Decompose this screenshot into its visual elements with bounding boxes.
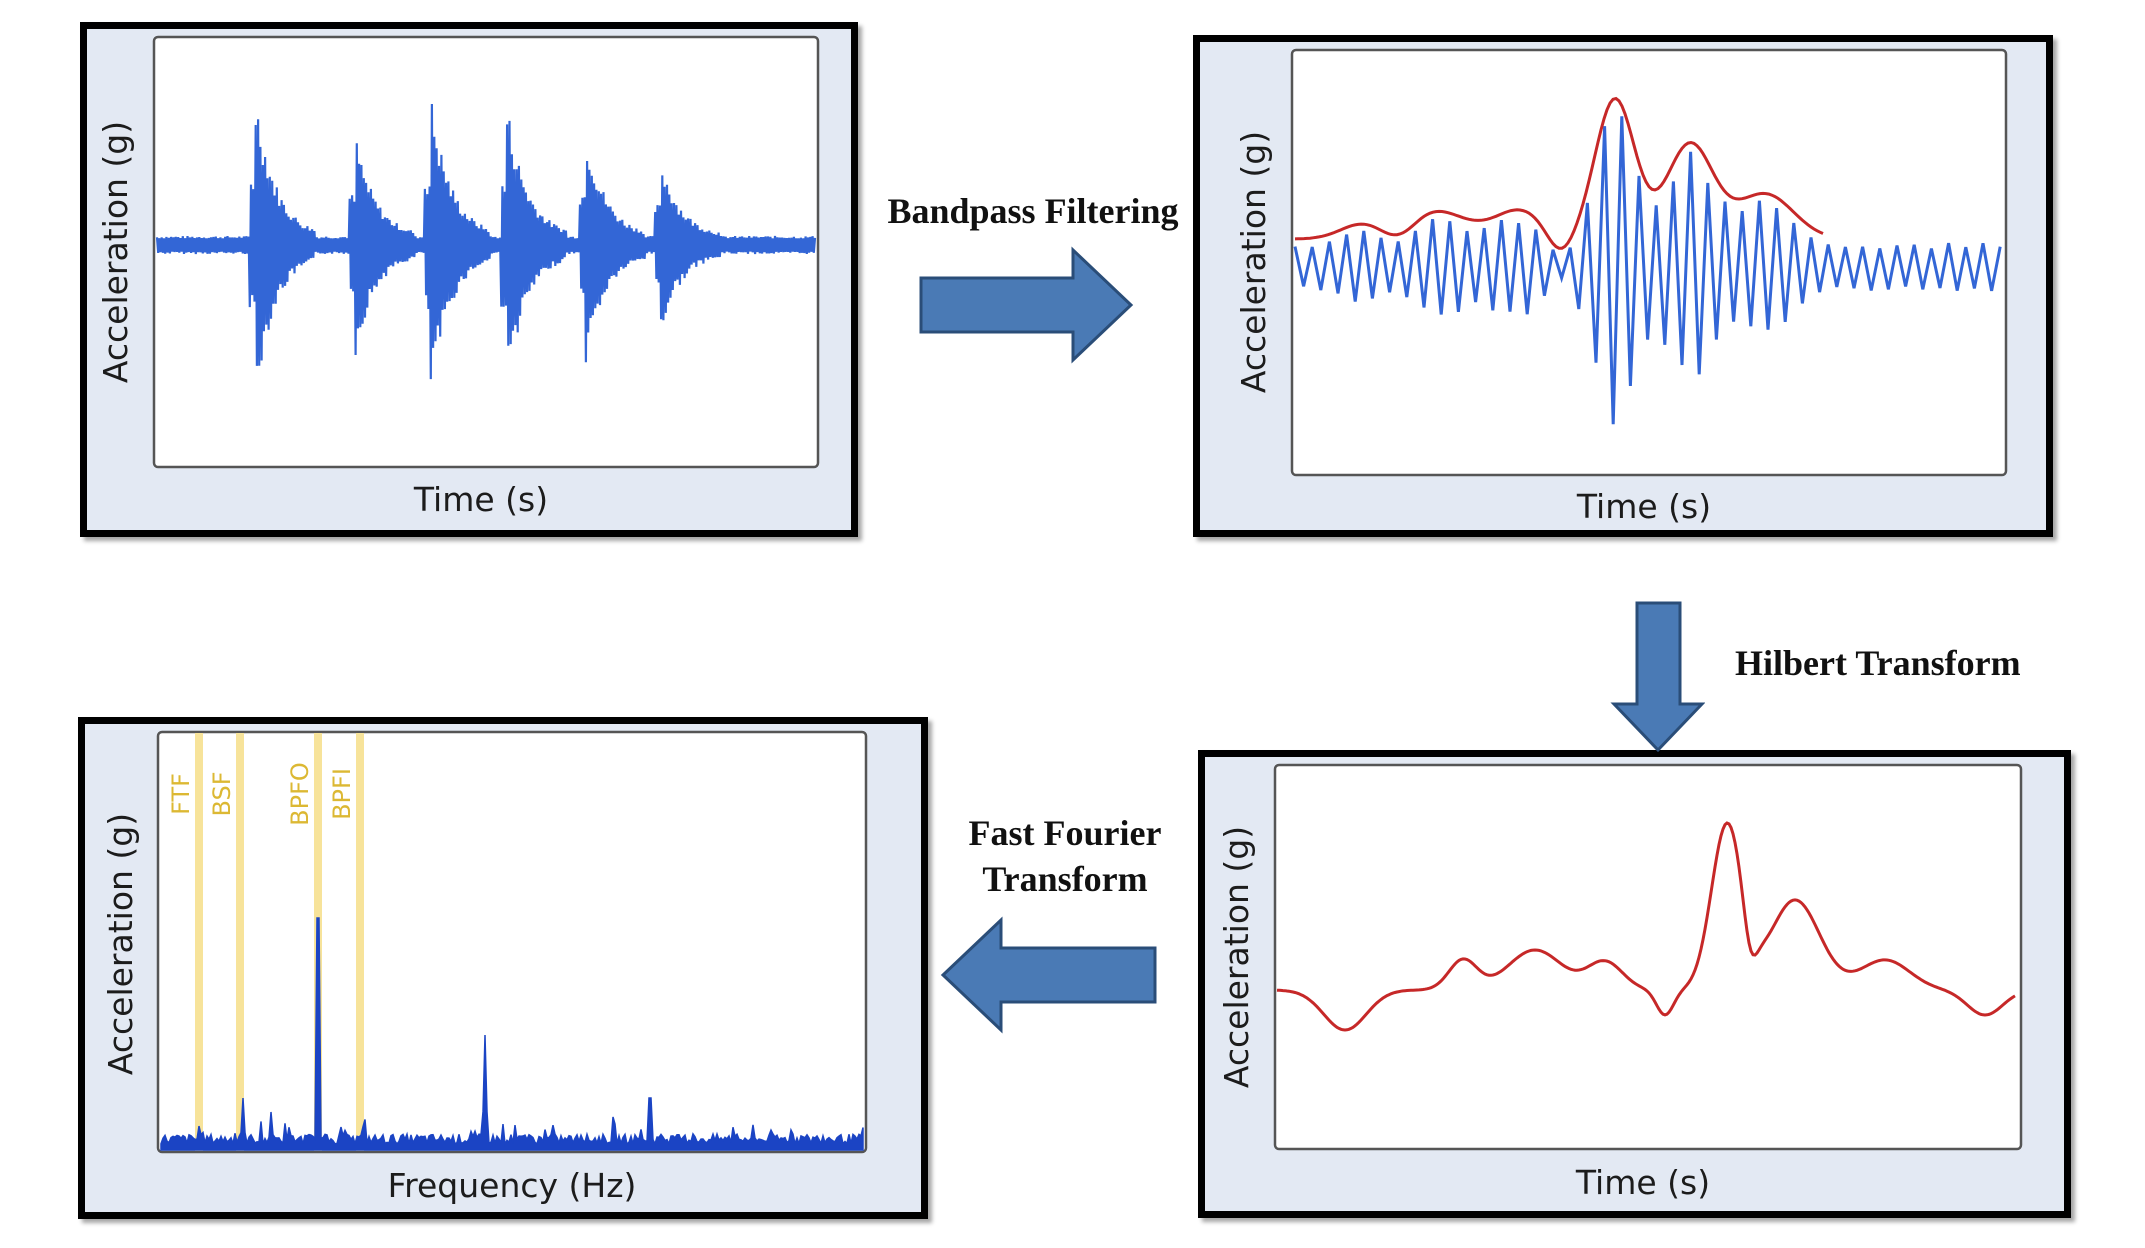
raw-signal-plot: Time (s) Acceleration (g) xyxy=(96,35,820,519)
fft-label-line2: Transform xyxy=(982,859,1148,899)
marker-band-bsf xyxy=(236,733,244,1151)
spectrum-panel: FTF BSF BPFO BPFI Frequency (Hz) Accelerati… xyxy=(78,717,928,1219)
raw-signal-waveform xyxy=(155,103,817,380)
filtered-signal-plot: Time (s) Acceleration (g) xyxy=(1234,48,2008,526)
hilbert-transform-label: Hilbert Transform xyxy=(1735,643,2021,683)
arrow-left-icon xyxy=(938,915,1158,1035)
marker-label-bpfi: BPFI xyxy=(328,768,356,820)
arrow-right-icon xyxy=(918,245,1138,365)
marker-label-bsf: BSF xyxy=(208,771,236,816)
marker-label-ftf: FTF xyxy=(167,773,195,815)
marker-band-ftf xyxy=(195,733,203,1151)
filtered-signal-waveform xyxy=(1293,116,2002,425)
filtered-signal-panel: Time (s) Acceleration (g) xyxy=(1193,35,2053,537)
envelope-waveform xyxy=(1276,821,2016,1032)
raw-signal-panel: Time (s) Acceleration (g) xyxy=(80,22,858,537)
marker-label-bpfo: BPFO xyxy=(286,762,314,826)
x-axis-label: Time (s) xyxy=(413,480,548,519)
bandpass-filtering-label: Bandpass Filtering xyxy=(887,191,1179,231)
y-axis-label: Acceleration (g) xyxy=(1234,131,1273,393)
x-axis-label: Frequency (Hz) xyxy=(388,1166,637,1205)
y-axis-label: Acceleration (g) xyxy=(1217,826,1256,1088)
envelope-signal-panel: Time (s) Acceleration (g) xyxy=(1198,750,2071,1218)
x-axis-label: Time (s) xyxy=(1575,1163,1710,1202)
fft-label-line1: Fast Fourier xyxy=(968,813,1162,853)
y-axis-label: Acceleration (g) xyxy=(101,813,140,1075)
envelope-signal-plot: Time (s) Acceleration (g) xyxy=(1217,763,2023,1202)
spectrum-plot: FTF BSF BPFO BPFI Frequency (Hz) Accelerati… xyxy=(101,730,868,1205)
spectrum-fill xyxy=(160,917,864,1151)
x-axis-label: Time (s) xyxy=(1576,487,1711,526)
arrow-down-icon xyxy=(1610,600,1705,755)
envelope-curve xyxy=(1294,96,1824,250)
marker-band-bpfi xyxy=(356,733,364,1151)
y-axis-label: Acceleration (g) xyxy=(96,121,135,383)
